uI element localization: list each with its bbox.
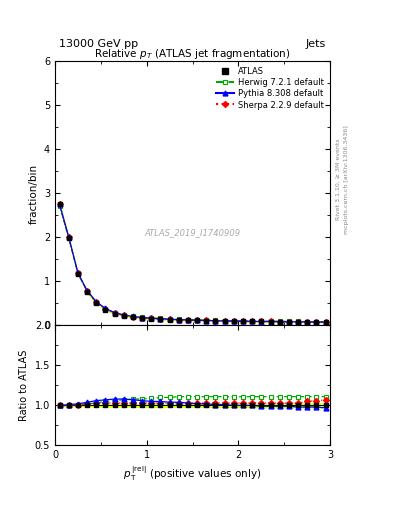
Legend: ATLAS, Herwig 7.2.1 default, Pythia 8.308 default, Sherpa 2.2.9 default: ATLAS, Herwig 7.2.1 default, Pythia 8.30… (214, 66, 326, 111)
Title: Relative $p_{T}$ (ATLAS jet fragmentation): Relative $p_{T}$ (ATLAS jet fragmentatio… (94, 47, 291, 61)
Text: Jets: Jets (306, 38, 326, 49)
Y-axis label: fraction/bin: fraction/bin (28, 163, 39, 224)
Text: 13000 GeV pp: 13000 GeV pp (59, 38, 138, 49)
Y-axis label: Ratio to ATLAS: Ratio to ATLAS (19, 350, 29, 421)
X-axis label: $p_{\,\mathrm{T}}^{\,\mathrm{|rel|}}$ (positive values only): $p_{\,\mathrm{T}}^{\,\mathrm{|rel|}}$ (p… (123, 464, 262, 483)
Text: mcplots.cern.ch [arXiv:1306.3436]: mcplots.cern.ch [arXiv:1306.3436] (344, 125, 349, 233)
Text: ATLAS_2019_I1740909: ATLAS_2019_I1740909 (145, 228, 241, 238)
Text: Rivet 3.1.10, ≥ 3M events: Rivet 3.1.10, ≥ 3M events (336, 138, 341, 220)
